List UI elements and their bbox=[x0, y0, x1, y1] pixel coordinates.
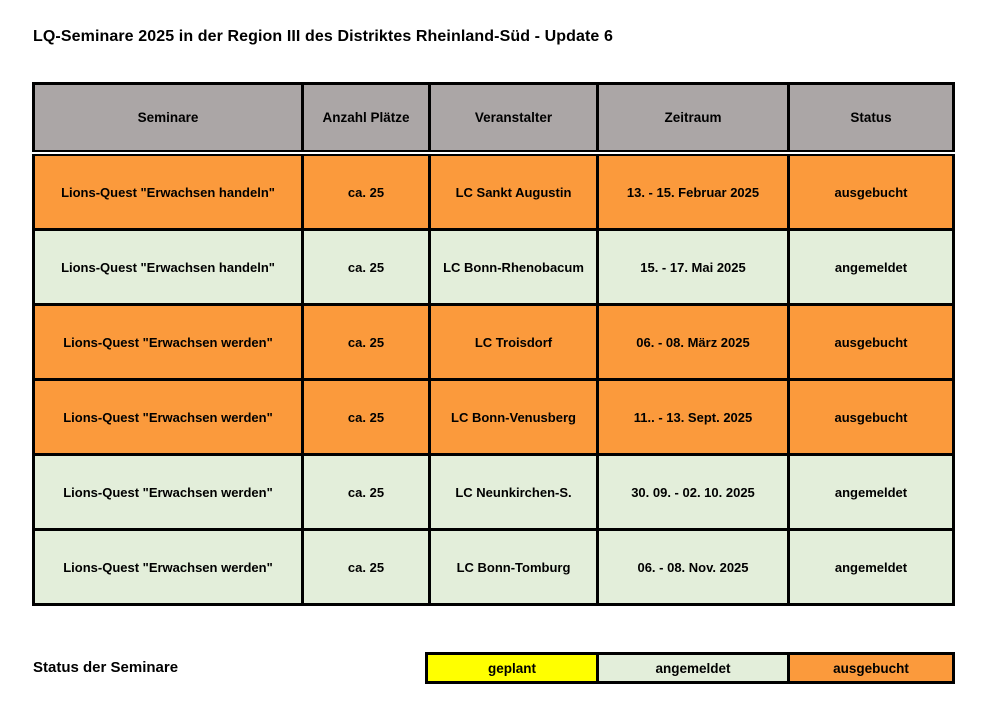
plaetze-cell: ca. 25 bbox=[301, 151, 431, 231]
seminar-cell: Lions-Quest "Erwachsen handeln" bbox=[32, 151, 304, 231]
plaetze-cell: ca. 25 bbox=[301, 228, 431, 306]
veranstalter-cell: LC Troisdorf bbox=[428, 303, 599, 381]
table-row: Lions-Quest "Erwachsen werden" ca. 25 LC… bbox=[32, 303, 955, 381]
plaetze-cell: ca. 25 bbox=[301, 528, 431, 606]
veranstalter-cell: LC Bonn-Venusberg bbox=[428, 378, 599, 456]
zeitraum-cell: 13. - 15. Februar 2025 bbox=[596, 151, 790, 231]
table-row: Lions-Quest "Erwachsen handeln" ca. 25 L… bbox=[32, 228, 955, 306]
plaetze-cell: ca. 25 bbox=[301, 378, 431, 456]
header-veranstalter: Veranstalter bbox=[428, 82, 599, 156]
header-status: Status bbox=[787, 82, 955, 156]
table-row: Lions-Quest "Erwachsen werden" ca. 25 LC… bbox=[32, 453, 955, 531]
header-anzahl-plaetze: Anzahl Plätze bbox=[301, 82, 431, 156]
seminar-cell: Lions-Quest "Erwachsen werden" bbox=[32, 453, 304, 531]
header-zeitraum: Zeitraum bbox=[596, 82, 790, 156]
zeitraum-cell: 11.. - 13. Sept. 2025 bbox=[596, 378, 790, 456]
zeitraum-cell: 06. - 08. März 2025 bbox=[596, 303, 790, 381]
status-legend: geplant angemeldet ausgebucht bbox=[425, 652, 955, 684]
seminar-table: Seminare Anzahl Plätze Veranstalter Zeit… bbox=[32, 82, 955, 606]
status-cell: ausgebucht bbox=[787, 151, 955, 231]
veranstalter-cell: LC Sankt Augustin bbox=[428, 151, 599, 231]
table-row: Lions-Quest "Erwachsen werden" ca. 25 LC… bbox=[32, 378, 955, 456]
table-row: Lions-Quest "Erwachsen werden" ca. 25 LC… bbox=[32, 528, 955, 606]
zeitraum-cell: 30. 09. - 02. 10. 2025 bbox=[596, 453, 790, 531]
table-header-row: Seminare Anzahl Plätze Veranstalter Zeit… bbox=[32, 82, 955, 156]
zeitraum-cell: 06. - 08. Nov. 2025 bbox=[596, 528, 790, 606]
page-title: LQ-Seminare 2025 in der Region III des D… bbox=[33, 28, 613, 45]
plaetze-cell: ca. 25 bbox=[301, 453, 431, 531]
veranstalter-cell: LC Bonn-Tomburg bbox=[428, 528, 599, 606]
zeitraum-cell: 15. - 17. Mai 2025 bbox=[596, 228, 790, 306]
legend-title: Status der Seminare bbox=[33, 659, 179, 676]
seminar-cell: Lions-Quest "Erwachsen werden" bbox=[32, 303, 304, 381]
plaetze-cell: ca. 25 bbox=[301, 303, 431, 381]
legend-item: geplant bbox=[428, 655, 596, 681]
table-row: Lions-Quest "Erwachsen handeln" ca. 25 L… bbox=[32, 151, 955, 231]
legend-item: ausgebucht bbox=[787, 655, 952, 681]
veranstalter-cell: LC Neunkirchen-S. bbox=[428, 453, 599, 531]
seminar-cell: Lions-Quest "Erwachsen werden" bbox=[32, 378, 304, 456]
header-seminare: Seminare bbox=[32, 82, 304, 156]
legend-item: angemeldet bbox=[596, 655, 787, 681]
seminar-cell: Lions-Quest "Erwachsen werden" bbox=[32, 528, 304, 606]
status-cell: ausgebucht bbox=[787, 378, 955, 456]
status-cell: ausgebucht bbox=[787, 303, 955, 381]
status-cell: angemeldet bbox=[787, 528, 955, 606]
status-cell: angemeldet bbox=[787, 228, 955, 306]
seminar-cell: Lions-Quest "Erwachsen handeln" bbox=[32, 228, 304, 306]
status-cell: angemeldet bbox=[787, 453, 955, 531]
veranstalter-cell: LC Bonn-Rhenobacum bbox=[428, 228, 599, 306]
